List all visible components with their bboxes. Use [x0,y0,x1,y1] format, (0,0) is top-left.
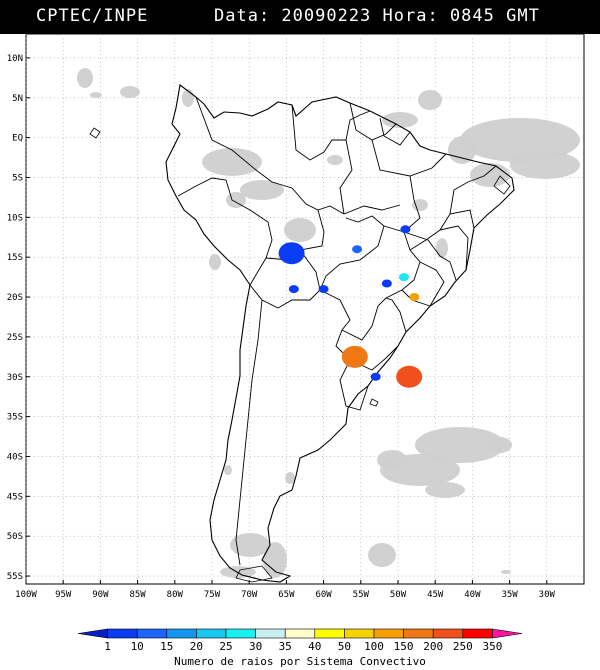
convective-system [398,273,409,282]
lat-label: 45S [7,492,23,502]
legend-label: 25 [219,640,232,653]
legend-label: 40 [308,640,321,653]
lat-label: 50S [7,532,23,542]
legend-label: 150 [394,640,414,653]
legend-label: 100 [364,640,384,653]
legend-label: 35 [279,640,292,653]
date-time-label: Data: 20090223 Hora: 0845 GMT [214,6,540,26]
lat-label: 10S [7,213,23,223]
lat-label: 5S [12,173,23,183]
legend-swatch [462,628,493,639]
legend-label: 30 [249,640,262,653]
legend-colorbar [77,628,523,639]
lon-label: 30W [539,590,556,600]
legend-swatch [403,628,434,639]
convective-systems [278,225,423,388]
convective-system [370,372,381,381]
lon-label: 40W [464,590,481,600]
longitude-labels: 100W 95W 90W 85W 80W 75W 70W 65W 60W 55W 50W 45W 40W… [15,590,555,600]
legend-label: 50 [338,640,351,653]
country-borders [177,96,497,566]
legend-swatch [196,628,227,639]
legend-swatch [107,628,138,639]
lat-label: 5N [12,94,23,104]
lon-label: 70W [241,590,258,600]
legend-label: 350 [482,640,502,653]
legend-label: 1 [104,640,111,653]
legend-swatch [166,628,197,639]
legend-swatch [225,628,256,639]
legend-swatch [255,628,286,639]
legend-label: 10 [131,640,144,653]
legend-swatch [373,628,404,639]
continent-outline [165,84,515,583]
lon-label: 65W [278,590,295,600]
legend-labels: 1 10 15 20 25 30 35 40 50 100 150 200 250 350 [104,640,502,653]
legend-swatch [284,628,316,639]
lat-label: 35S [7,413,23,423]
convective-system [400,225,411,234]
convective-system [396,365,423,388]
lat-label: 10N [7,54,23,64]
organization-label: CPTEC/INPE [36,6,149,26]
lat-label: 15S [7,253,23,263]
convective-system [288,285,299,294]
lat-label: 20S [7,293,23,303]
legend-label: 20 [190,640,203,653]
legend-swatch [136,628,168,639]
convective-system [409,293,420,302]
convective-system [381,279,392,288]
lon-label: 100W [15,590,37,600]
lon-label: 50W [390,590,407,600]
lon-label: 60W [315,590,332,600]
convective-system [341,345,368,368]
legend-title: Numero de raios por Sistema Convectivo [174,655,426,668]
legend-swatch [344,628,375,639]
lat-label: 30S [7,373,23,383]
latitude-labels: 10N 5N EQ 5S 10S 15S 20S 25S 30S 35S 40S 45S 50S 55S [7,54,23,582]
legend-swatch [492,628,523,639]
title-bar: CPTEC/INPE Data: 20090223 Hora: 0845 GMT [0,0,600,34]
lat-label: 25S [7,333,23,343]
lat-label: 40S [7,452,23,462]
legend-swatch [77,628,108,639]
legend-label: 15 [160,640,173,653]
lon-label: 55W [353,590,370,600]
lon-label: 80W [167,590,184,600]
lat-label: EQ [12,134,23,144]
convective-system [278,242,305,265]
islands [89,127,511,583]
legend-swatch [432,628,464,639]
lat-label: 55S [7,572,23,582]
legend-label: 250 [453,640,473,653]
lon-label: 95W [55,590,72,600]
legend-label: 200 [423,640,443,653]
convective-system [352,245,363,254]
lon-label: 35W [501,590,518,600]
convective-system [318,285,329,294]
legend-swatch [314,628,345,639]
lon-label: 75W [204,590,221,600]
lon-label: 85W [129,590,146,600]
lon-label: 45W [427,590,444,600]
satellite-cloud-layer [77,68,580,578]
lon-label: 90W [92,590,109,600]
